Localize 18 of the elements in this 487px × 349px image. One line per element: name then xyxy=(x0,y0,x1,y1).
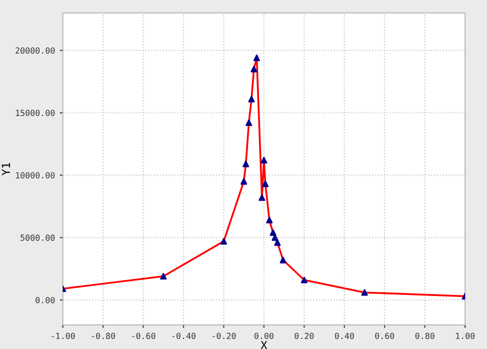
x-tick-label: 0.80 xyxy=(415,332,434,340)
x-tick-label: -0.80 xyxy=(92,332,116,340)
x-tick-label: -0.60 xyxy=(132,332,156,340)
x-tick-label: 0.00 xyxy=(254,332,274,340)
x-tick-label: 1.00 xyxy=(456,332,475,340)
x-tick-label: -1.00 xyxy=(52,332,75,340)
x-tick-label: 0.20 xyxy=(294,332,314,340)
y-tick-label: 5000.00 xyxy=(20,234,55,241)
x-tick-label: 0.40 xyxy=(334,332,354,340)
x-tick-label: 0.60 xyxy=(375,332,394,340)
y-tick-label: 0.00 xyxy=(36,296,55,304)
y-tick-label: 20000.00 xyxy=(16,47,55,54)
x-tick-label: -0.20 xyxy=(212,332,236,340)
y-tick-label: 15000.00 xyxy=(16,110,55,116)
x-axis-title: X xyxy=(260,341,268,349)
x-tick-label: -0.40 xyxy=(172,332,196,340)
y-tick-label: 10000.00 xyxy=(16,172,55,178)
y-axis-title: Y1 xyxy=(2,162,10,176)
